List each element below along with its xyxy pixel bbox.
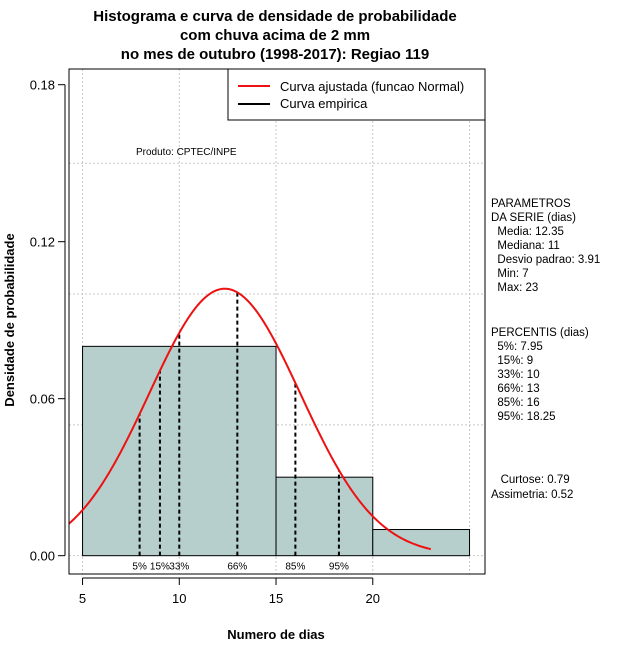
kurtosis-line: Curtose: 0.79 bbox=[491, 474, 570, 486]
title-line-3: no mes de outubro (1998-2017): Regiao 11… bbox=[121, 46, 429, 63]
side-panel: PARAMETROS DA SERIE (dias) Media: 12.35 … bbox=[491, 198, 600, 501]
percentile-label: 33% bbox=[169, 562, 189, 573]
percentis-line: 5%: 7.95 bbox=[491, 341, 543, 353]
title-line-2: com chuva acima de 2 mm bbox=[180, 27, 370, 44]
percentis-line: 15%: 9 bbox=[491, 355, 533, 367]
parametros-line: Max: 23 bbox=[491, 282, 538, 294]
parametros-block: PARAMETROS DA SERIE (dias) Media: 12.35 … bbox=[491, 198, 600, 294]
percentis-block: PERCENTIS (dias) 5%: 7.95 15%: 9 33%: 10… bbox=[491, 327, 589, 423]
normal-density-curve bbox=[68, 287, 432, 551]
percentile-label: 5% bbox=[132, 562, 147, 573]
y-tick-label: 0.06 bbox=[30, 392, 55, 407]
parametros-line: PARAMETROS bbox=[491, 198, 571, 210]
percentile-label: 85% bbox=[285, 562, 305, 573]
legend-box bbox=[227, 68, 486, 121]
percentile-lines: 5% 15% 33% 66% 85% 95% bbox=[132, 292, 349, 573]
title-line-1: Histograma e curva de densidade de proba… bbox=[93, 8, 456, 25]
moments-block: Curtose: 0.79 Assimetria: 0.52 bbox=[491, 474, 573, 501]
chart-title: Histograma e curva de densidade de proba… bbox=[93, 8, 456, 63]
y-axis-title: Densidade de probabilidade bbox=[2, 233, 17, 406]
percentile-label: 15% bbox=[150, 562, 170, 573]
percentile-label: 66% bbox=[227, 562, 247, 573]
parametros-line: DA SERIE (dias) bbox=[491, 212, 576, 224]
parametros-line: Media: 12.35 bbox=[491, 226, 564, 238]
y-tick-label: 0.00 bbox=[30, 549, 55, 564]
percentis-line: 85%: 16 bbox=[491, 397, 540, 409]
percentis-line: 95%: 18.25 bbox=[491, 411, 556, 423]
skewness-line: Assimetria: 0.52 bbox=[491, 489, 573, 501]
percentis-line: 66%: 13 bbox=[491, 383, 540, 395]
x-tick-label: 10 bbox=[172, 591, 186, 606]
percentile-label: 95% bbox=[329, 562, 349, 573]
percentis-line: 33%: 10 bbox=[491, 369, 540, 381]
histogram-bar bbox=[372, 529, 471, 557]
y-tick-label: 0.12 bbox=[30, 235, 55, 250]
percentis-line: PERCENTIS (dias) bbox=[491, 327, 589, 339]
histogram-bar bbox=[275, 476, 374, 557]
y-tick-label: 0.18 bbox=[30, 78, 55, 93]
x-tick-label: 5 bbox=[79, 591, 86, 606]
legend: Curva ajustada (funcao Normal) Curva emp… bbox=[227, 68, 486, 121]
legend-label-empirical: Curva empirica bbox=[280, 96, 368, 111]
parametros-line: Min: 7 bbox=[491, 268, 529, 280]
x-axis-title: Numero de dias bbox=[227, 627, 325, 642]
histogram-bar bbox=[82, 345, 277, 557]
histogram-bars bbox=[82, 345, 471, 557]
legend-label-normal: Curva ajustada (funcao Normal) bbox=[280, 79, 464, 94]
parametros-line: Mediana: 11 bbox=[491, 240, 560, 252]
x-tick-label: 15 bbox=[269, 591, 283, 606]
axes: 5 10 15 20 0.00 0.06 0.12 0.18 bbox=[30, 78, 380, 606]
product-annotation: Produto: CPTEC/INPE bbox=[136, 147, 237, 158]
x-tick-label: 20 bbox=[366, 591, 380, 606]
parametros-line: Desvio padrao: 3.91 bbox=[491, 254, 600, 266]
